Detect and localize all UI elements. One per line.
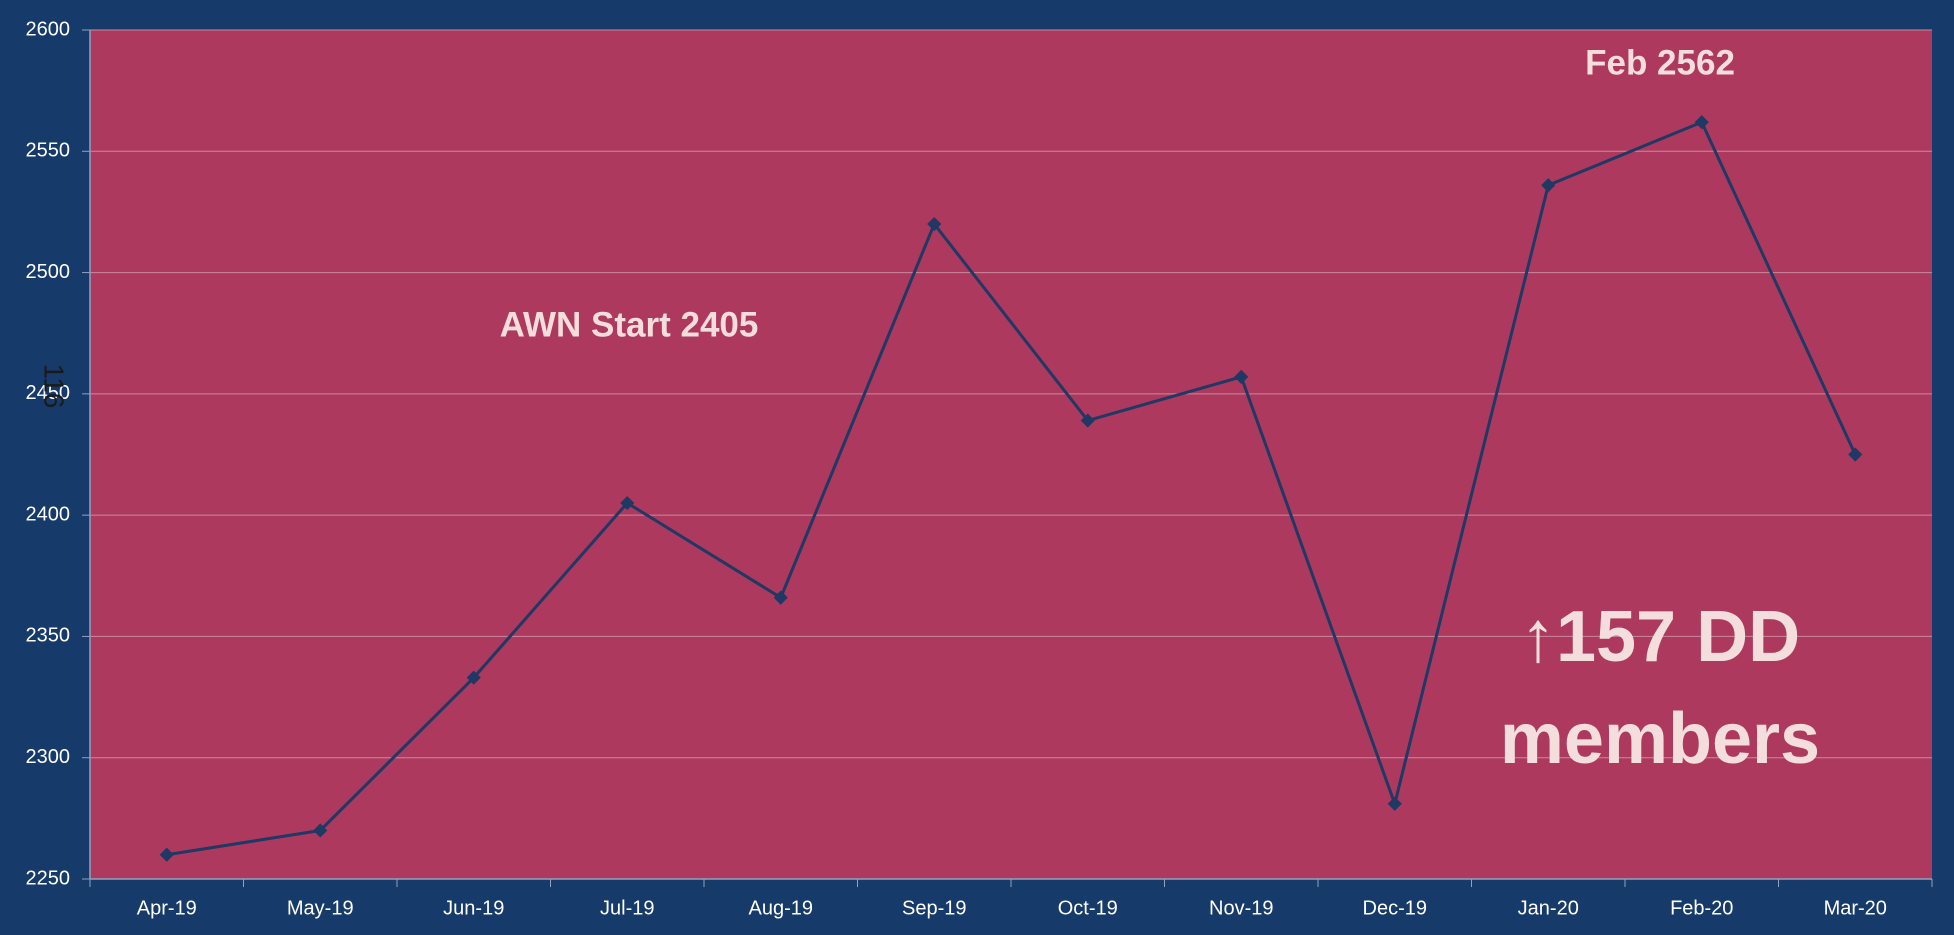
x-tick-label: Mar-20 [1824,897,1887,919]
data-point [1387,796,1402,811]
data-point [313,823,328,838]
x-tick-label: Aug-19 [749,897,814,919]
y-tick-label: 2250 [26,867,71,889]
data-point [927,216,942,232]
data-point [1541,178,1556,193]
x-tick-label: Jul-19 [600,897,654,919]
y-tick-label: 2600 [26,18,71,40]
y-tick-label: 2500 [26,261,71,283]
x-tick-label: Dec-19 [1363,897,1427,919]
data-point [466,670,481,685]
annotation: ↑157 DD [1520,597,1800,677]
plot-area [90,30,1932,879]
data-point [773,590,788,605]
y-tick-label: 2400 [26,503,71,525]
x-tick-label: Apr-19 [137,897,197,919]
x-tick-label: Oct-19 [1058,897,1118,919]
x-tick-label: May-19 [287,897,354,919]
annotation: Feb 2562 [1585,43,1735,82]
y-tick-label: 2450 [26,382,71,404]
annotation: 116 [39,364,70,409]
y-tick-label: 2350 [26,625,71,647]
annotation: members [1500,699,1820,779]
y-tick-label: 2300 [26,746,71,768]
data-point [1848,447,1863,462]
data-point [1080,413,1095,428]
data-point [1234,369,1249,384]
x-tick-label: Sep-19 [902,897,967,919]
data-point [1694,115,1709,130]
y-tick-label: 2550 [26,140,71,162]
x-tick-label: Jun-19 [443,897,504,919]
annotation: AWN Start 2405 [500,305,759,344]
data-point [159,847,174,862]
data-point [620,495,635,511]
data-line [166,120,1857,857]
x-tick-label: Feb-20 [1670,897,1733,919]
x-tick-label: Jan-20 [1518,897,1579,919]
x-tick-label: Nov-19 [1209,897,1273,919]
